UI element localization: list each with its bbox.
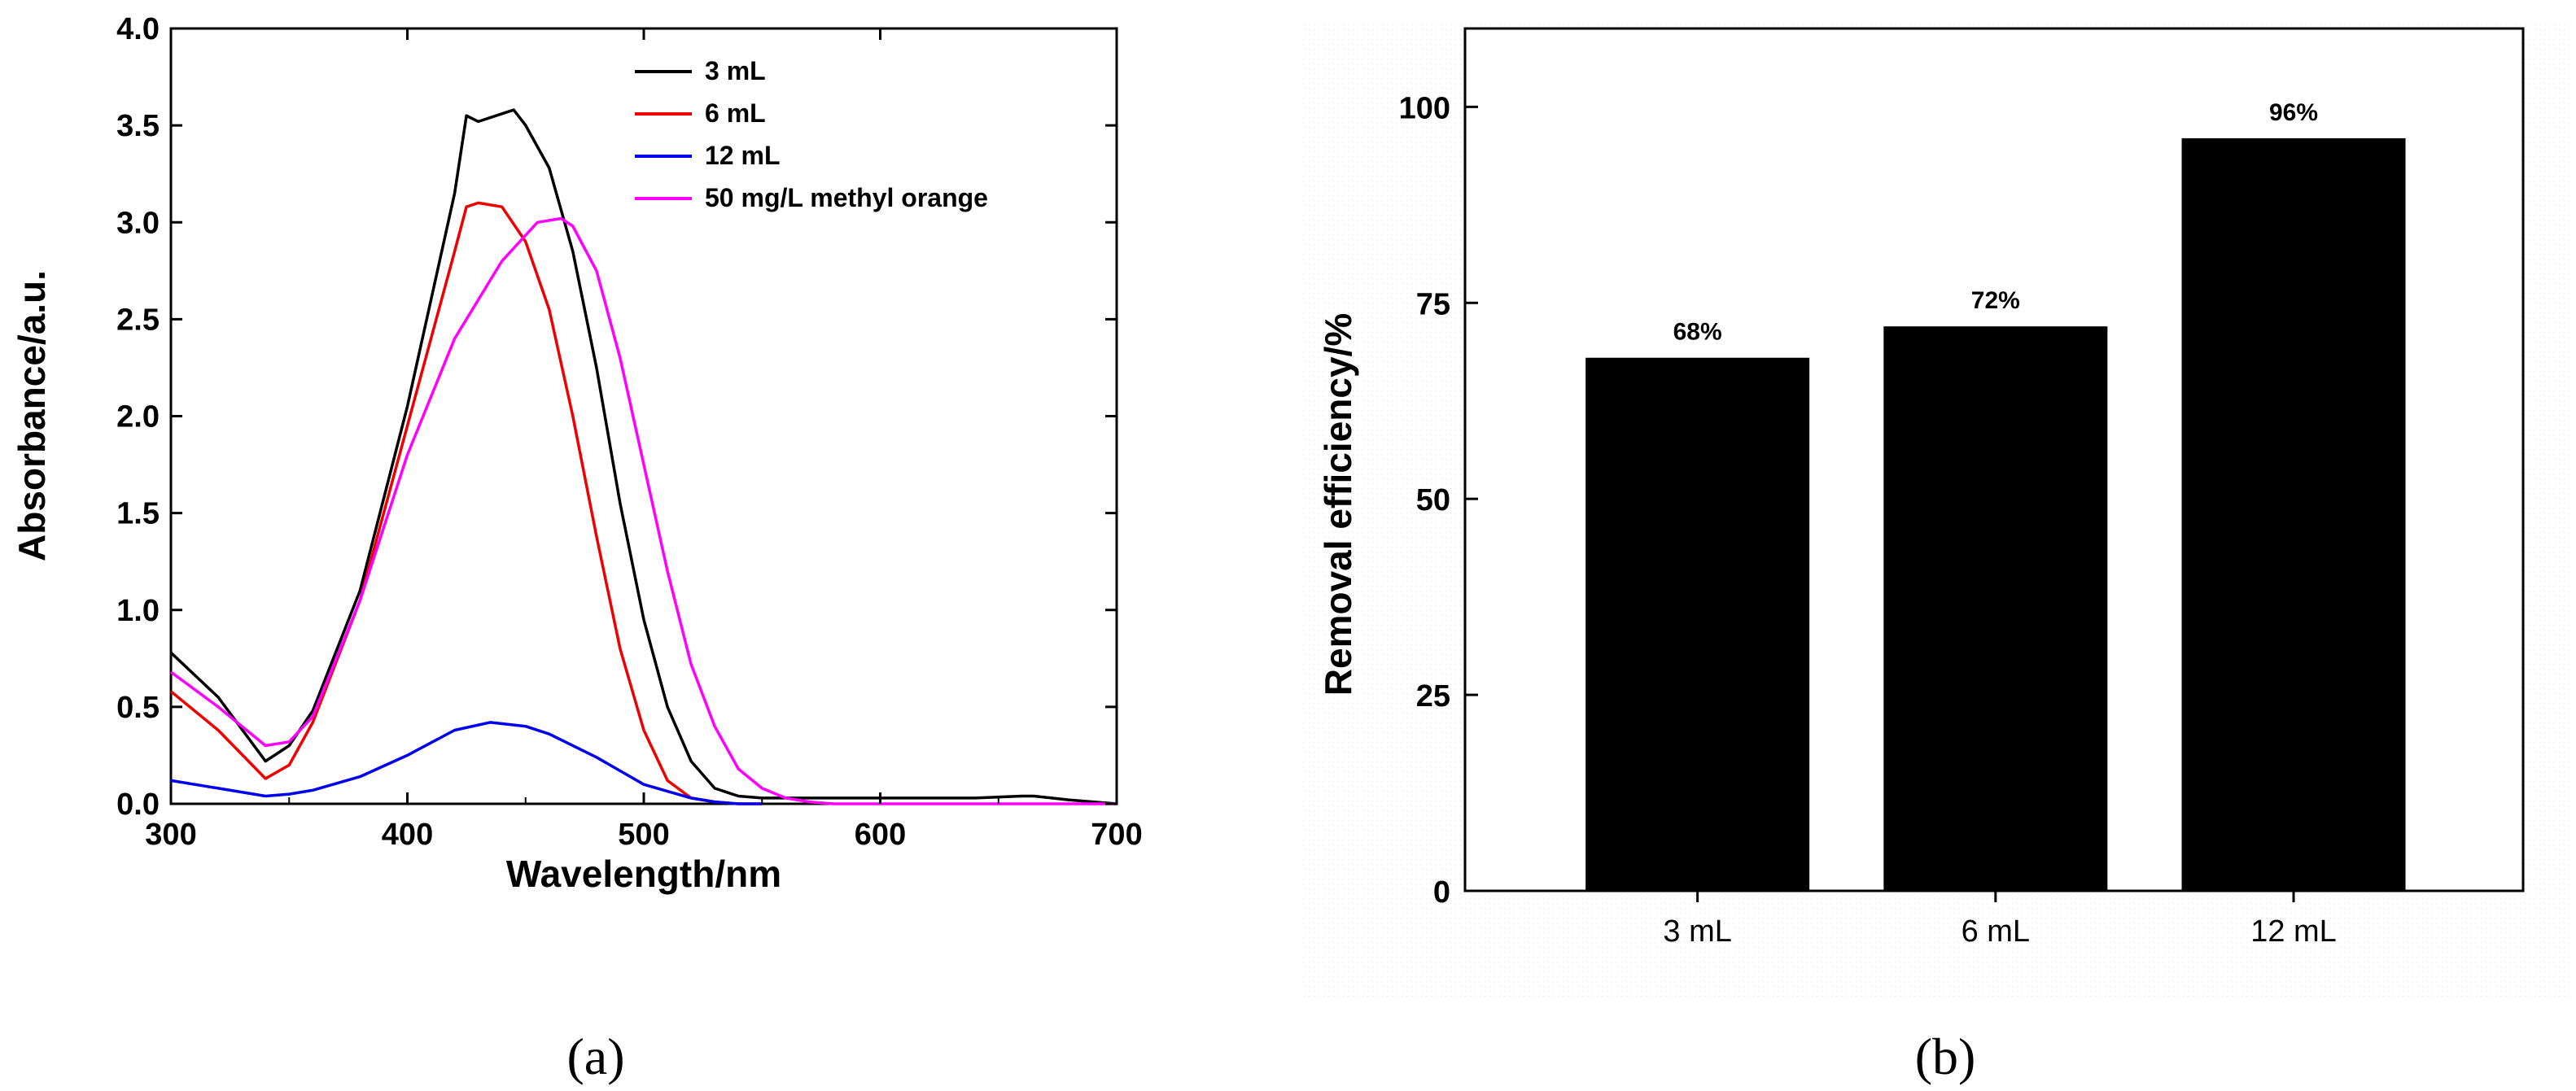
- series-line-3: [169, 216, 1117, 805]
- spectra-chart: 300 400 500 600 700 0.0 0.5 1.0 1.5 2.0 2.5 3.0 3.5…: [11, 12, 1143, 895]
- bar-2: [2181, 137, 2406, 892]
- bar-value-label: 96%: [2269, 99, 2318, 126]
- series-line-0: [169, 108, 1117, 805]
- legend-label-2: 12 mL: [705, 141, 780, 170]
- legend-label-0: 3 mL: [705, 56, 766, 85]
- y-tick-label: 2.5: [116, 303, 160, 337]
- legend: 3 mL 6 mL 12 mL 50 mg/L methyl orange: [635, 56, 988, 212]
- y-tick-label: 25: [1416, 679, 1450, 714]
- x-tick-label: 700: [1091, 818, 1142, 852]
- y-axis-title: Removal efficiency/%: [1317, 313, 1359, 696]
- removal-efficiency-chart: 68% 72% 96% 0 25 50 75 100 3 mL 6 mL 12 mL Remov…: [1302, 23, 2572, 999]
- y-tick-label: 4.0: [116, 12, 160, 46]
- y-tick-label: 0: [1433, 875, 1450, 910]
- y-tick-label: 2.0: [116, 400, 160, 434]
- series-lines: [169, 108, 1117, 805]
- bar-value-label: 72%: [1971, 287, 2020, 314]
- y-tick-label: 3.5: [116, 109, 160, 143]
- plot-frame: [169, 27, 1118, 805]
- x-tick-label: 300: [145, 818, 196, 852]
- series-line-2: [170, 721, 763, 805]
- y-tick-label: 0.5: [116, 691, 160, 725]
- x-tick-label: 600: [855, 818, 906, 852]
- x-tick-label: 400: [382, 818, 433, 852]
- y-tick-label: 1.0: [116, 594, 160, 628]
- y-axis-ticks: 0.0 0.5 1.0 1.5 2.0 2.5 3.0 3.5 4.0: [116, 12, 1117, 822]
- y-tick-label: 100: [1399, 91, 1450, 125]
- bars: 68% 72% 96%: [1585, 99, 2406, 892]
- y-tick-label: 0.0: [116, 788, 160, 822]
- bar-0: [1585, 357, 1810, 891]
- panel-label-a: (a): [566, 1028, 624, 1085]
- legend-label-3: 50 mg/L methyl orange: [705, 183, 988, 212]
- y-tick-label: 75: [1416, 287, 1450, 321]
- y-tick-label: 50: [1416, 483, 1450, 517]
- y-axis-ticks: 0 25 50 75 100: [1399, 91, 1478, 910]
- category-label: 12 mL: [2250, 914, 2337, 949]
- y-tick-label: 3.0: [116, 206, 160, 240]
- x-axis-title: Wavelength/nm: [506, 853, 781, 895]
- panel-label-b: (b): [1915, 1028, 1976, 1085]
- legend-label-1: 6 mL: [705, 98, 766, 128]
- category-label: 6 mL: [1962, 914, 2030, 949]
- bar-1: [1883, 326, 2108, 891]
- series-line-1: [169, 201, 763, 805]
- x-axis-ticks: 300 400 500 600 700: [145, 28, 1143, 852]
- category-label: 3 mL: [1663, 914, 1731, 949]
- x-tick-label: 500: [618, 818, 669, 852]
- bar-value-label: 68%: [1673, 319, 1722, 346]
- y-tick-label: 1.5: [116, 497, 160, 531]
- y-axis-title: Absorbance/a.u.: [11, 270, 53, 561]
- x-axis-ticks: 3 mL 6 mL 12 mL: [1663, 891, 2337, 949]
